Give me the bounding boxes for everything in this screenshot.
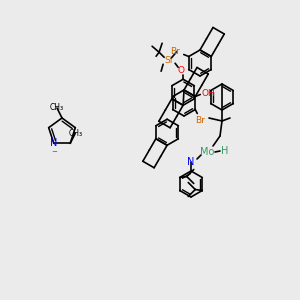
Text: ⁻: ⁻ — [51, 149, 57, 159]
Text: N: N — [187, 157, 195, 167]
Text: OH: OH — [201, 89, 215, 98]
Text: Br: Br — [170, 47, 180, 56]
Text: CH₃: CH₃ — [50, 103, 64, 112]
Text: N: N — [50, 138, 58, 148]
Text: CH₃: CH₃ — [68, 129, 82, 138]
Text: Si: Si — [164, 56, 172, 65]
Text: H: H — [221, 146, 229, 156]
Text: Br: Br — [195, 116, 205, 125]
Text: O: O — [178, 66, 184, 75]
Text: Mo: Mo — [200, 147, 214, 157]
